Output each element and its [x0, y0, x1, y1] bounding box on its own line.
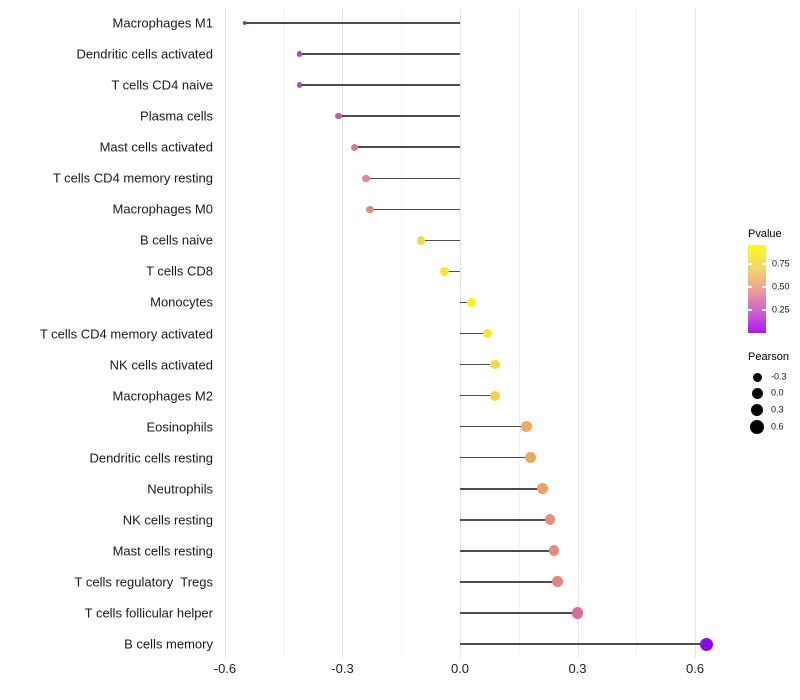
pearson-size-label: 0.0: [771, 387, 784, 398]
lollipop-dot: [490, 359, 501, 370]
pearson-size-dot: [751, 387, 763, 399]
lollipop-dot: [296, 82, 303, 88]
minor-gridline: [636, 8, 638, 655]
major-gridline: [577, 8, 579, 658]
lollipop-stem: [420, 239, 460, 242]
lollipop-dot: [552, 576, 564, 588]
pearson-size-label: -0.3: [771, 371, 787, 382]
x-tick-label: 0.0: [450, 661, 470, 676]
colorbar-tick: [748, 309, 752, 311]
category-label: B cells naive: [140, 232, 213, 248]
lollipop-stem: [460, 332, 488, 335]
lollipop-dot: [548, 545, 560, 557]
category-label: Dendritic cells activated: [76, 46, 213, 62]
lollipop-stem: [365, 177, 460, 179]
lollipop-dot: [335, 112, 342, 120]
colorbar-tick: [748, 286, 752, 288]
pearson-size-label: 0.3: [771, 404, 784, 415]
category-label: T cells CD4 memory resting: [52, 170, 213, 186]
lollipop-dot: [482, 328, 493, 339]
minor-gridline: [518, 8, 520, 655]
lollipop-stem: [444, 270, 460, 273]
category-label: NK cells activated: [109, 357, 213, 373]
category-label: T cells follicular helper: [84, 605, 213, 621]
lollipop-stem: [244, 22, 460, 24]
pvalue-tick-label: 0.50: [772, 281, 790, 292]
minor-gridline: [401, 8, 403, 655]
lollipop-stem: [460, 456, 531, 459]
lollipop-stem: [460, 301, 472, 304]
lollipop-stem: [460, 581, 558, 583]
pearson-size-dot: [750, 420, 764, 434]
pearson-size-dot: [752, 372, 762, 382]
category-label: Mast cells activated: [99, 139, 213, 155]
x-tick-label: -0.3: [331, 661, 354, 676]
pearson-legend-title: Pearson: [748, 351, 789, 363]
lollipop-dot: [467, 297, 477, 308]
lollipop-stem: [460, 550, 554, 552]
x-tick-label: 0.3: [568, 661, 587, 676]
lollipop-stem: [460, 394, 496, 397]
pvalue-tick-label: 0.25: [772, 304, 790, 315]
lollipop-stem: [460, 363, 496, 366]
colorbar-tick: [748, 263, 752, 265]
major-gridline: [342, 8, 344, 658]
lollipop-dot: [525, 452, 536, 463]
category-label: Neutrophils: [147, 481, 213, 497]
lollipop-stem: [460, 519, 551, 521]
lollipop-stem: [354, 146, 460, 148]
category-label: Macrophages M2: [112, 388, 213, 404]
category-label: Dendritic cells resting: [89, 450, 213, 466]
category-label: T cells CD4 memory activated: [39, 326, 213, 341]
colorbar-tick: [762, 309, 766, 311]
major-gridline: [695, 8, 697, 658]
category-label: Monocytes: [150, 294, 213, 310]
pearson-size-label: 0.6: [771, 421, 784, 432]
lollipop-dot: [362, 174, 370, 182]
lollipop-dot: [366, 205, 374, 213]
category-label: Eosinophils: [146, 419, 214, 435]
pvalue-legend-title: Pvalue: [748, 228, 782, 240]
x-tick-label: 0.6: [685, 661, 705, 676]
lollipop-dot: [536, 483, 548, 495]
lollipop-stem: [460, 425, 527, 428]
lollipop-stem: [299, 53, 460, 55]
category-label: Mast cells resting: [112, 543, 213, 559]
pvalue-colorbar: [748, 245, 766, 333]
major-gridline: [224, 8, 226, 658]
colorbar-tick: [762, 286, 766, 288]
lollipop-stem: [369, 208, 460, 211]
lollipop-stem: [460, 643, 707, 645]
pvalue-tick-label: 0.75: [772, 258, 790, 269]
x-tick-label: -0.6: [213, 661, 237, 676]
lollipop-dot: [350, 143, 358, 151]
category-label: B cells memory: [124, 636, 213, 652]
category-label: Plasma cells: [140, 108, 213, 124]
category-label: T cells CD4 naive: [111, 77, 213, 93]
lollipop-stem: [299, 84, 460, 86]
colorbar-tick: [762, 263, 766, 265]
lollipop-stem: [460, 488, 543, 490]
lollipop-dot: [296, 51, 303, 57]
minor-gridline: [283, 8, 285, 655]
category-label: Macrophages M1: [112, 15, 213, 31]
pearson-size-dot: [750, 403, 764, 417]
lollipop-dot: [242, 21, 247, 25]
lollipop-dot: [439, 266, 449, 276]
lollipop-dot: [571, 607, 584, 619]
lollipop-dot: [416, 236, 426, 245]
category-label: NK cells resting: [122, 512, 213, 528]
category-label: Macrophages M0: [112, 201, 213, 217]
lollipop-dot: [490, 390, 501, 401]
lollipop-dot: [544, 514, 556, 526]
lollipop-stem: [460, 612, 578, 614]
lollipop-stem: [338, 115, 460, 117]
lollipop-dot: [700, 637, 714, 651]
category-label: T cells regulatory Tregs: [74, 574, 213, 590]
category-label: T cells CD8: [146, 263, 213, 279]
lollipop-dot: [521, 421, 532, 432]
